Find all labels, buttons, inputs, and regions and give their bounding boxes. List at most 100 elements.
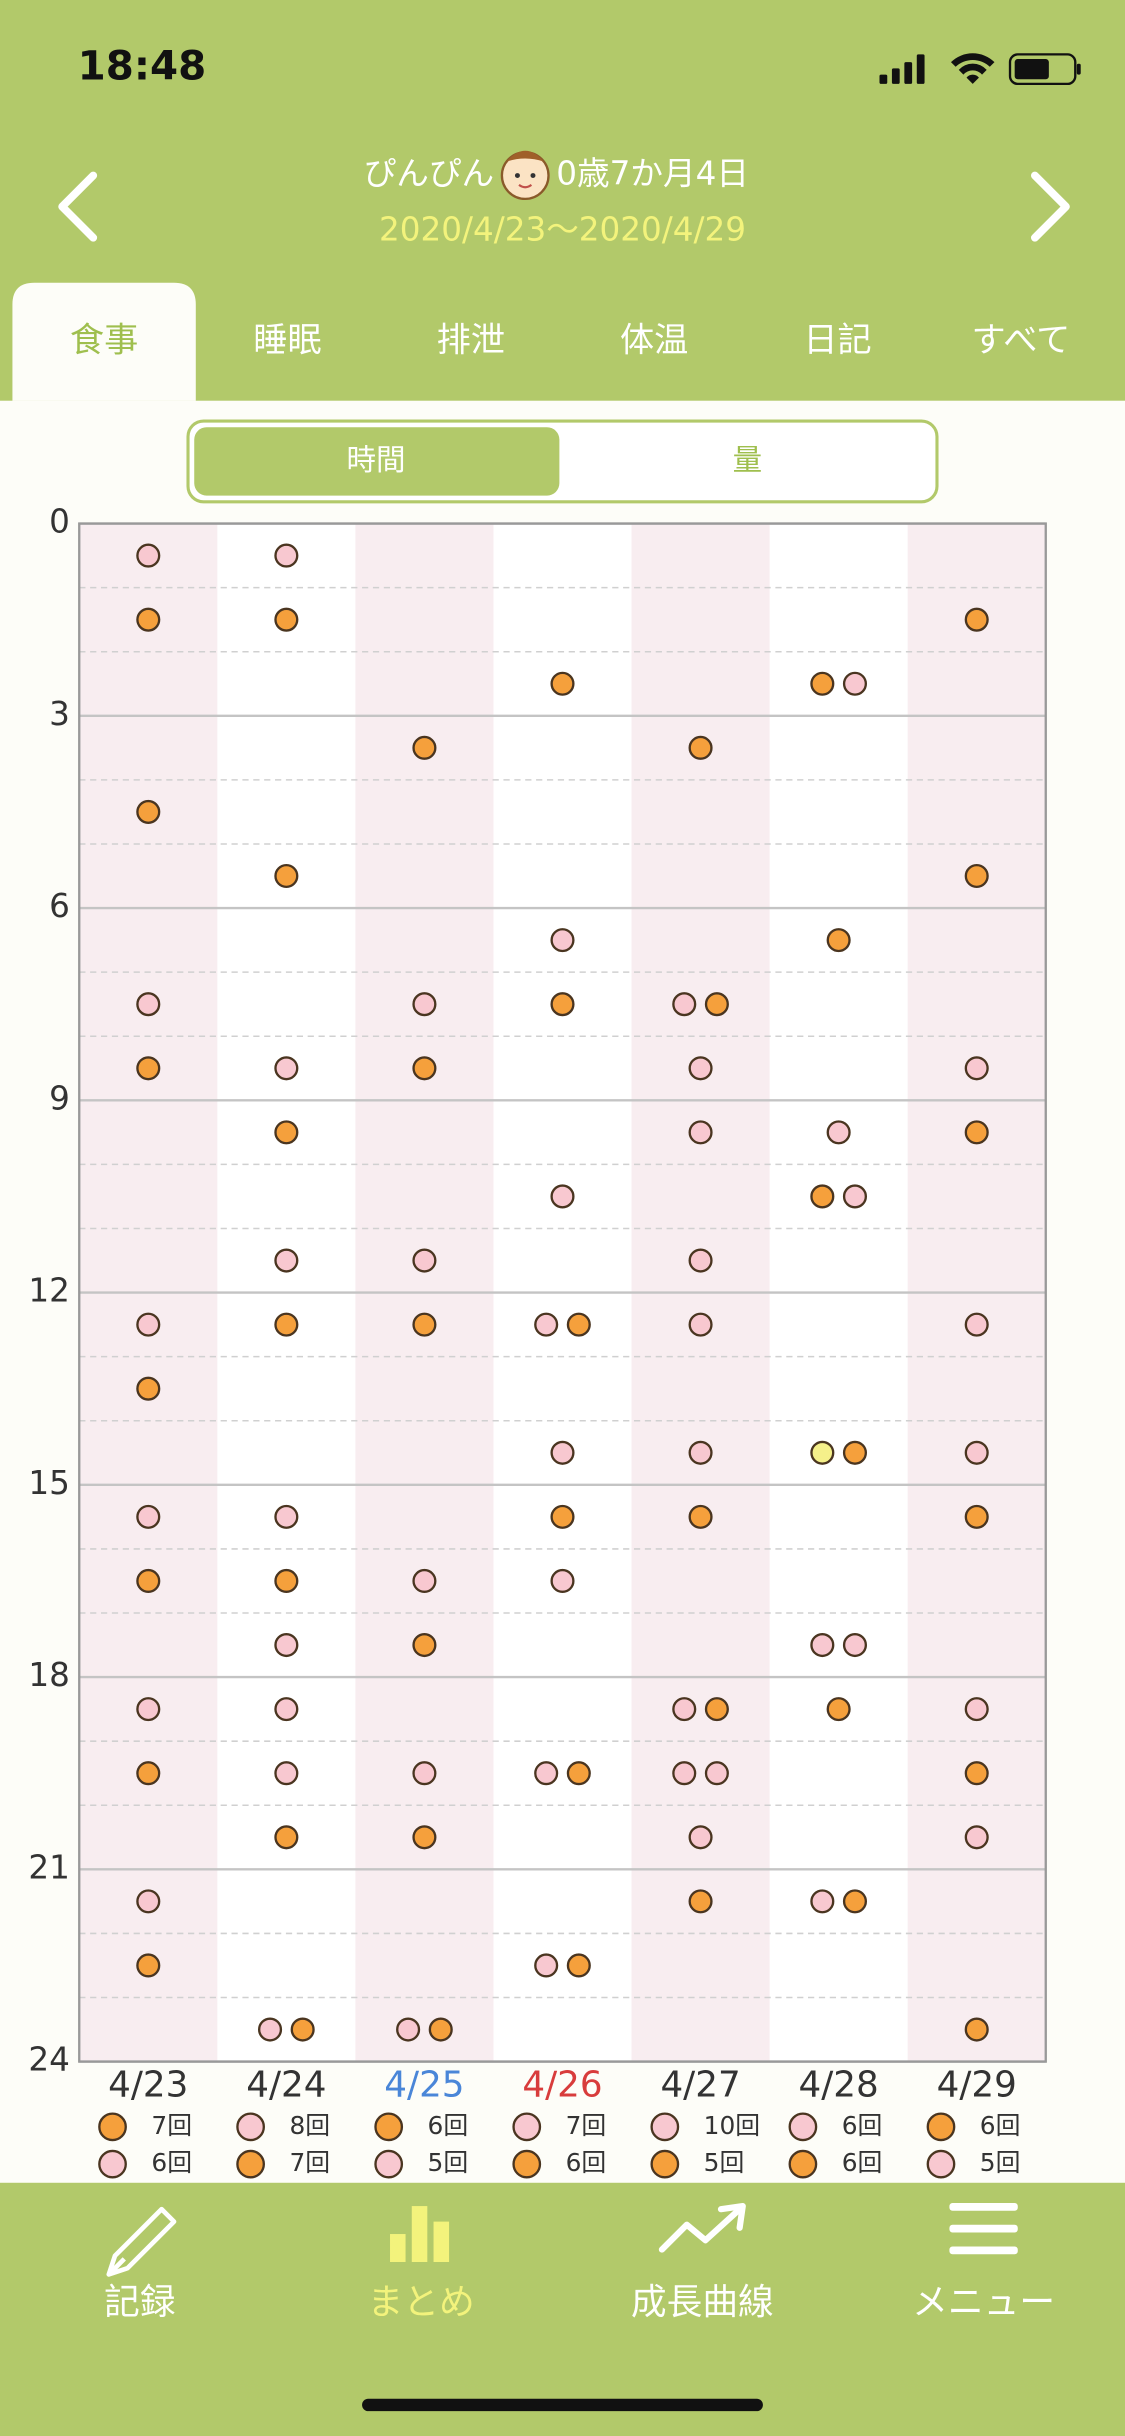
prev-arrow[interactable] xyxy=(58,171,98,242)
y-tick-label: 24 xyxy=(28,2041,70,2079)
feeding-dot xyxy=(688,1825,713,1850)
baby-age: 0歳7か月4日 xyxy=(556,155,749,193)
feeding-dot xyxy=(964,2017,989,2042)
feeding-dot xyxy=(842,1889,868,1914)
summary-dot xyxy=(926,2112,956,2142)
feeding-dot xyxy=(274,543,299,568)
feeding-dot xyxy=(428,2017,453,2042)
summary-dot xyxy=(98,2149,127,2179)
feeding-dot xyxy=(704,992,729,1017)
nav-label[interactable]: メニュー xyxy=(912,2282,1055,2323)
next-arrow[interactable] xyxy=(1030,171,1070,242)
summary-dot xyxy=(236,2112,265,2142)
toggle-selected[interactable] xyxy=(194,427,560,496)
feeding-dot xyxy=(810,1184,835,1209)
baby-icon xyxy=(500,150,550,201)
feeding-dot xyxy=(136,607,161,632)
plot-border xyxy=(78,522,1047,2063)
y-tick-label: 18 xyxy=(28,1656,70,1694)
summary-dot xyxy=(788,2149,818,2179)
feeding-dot xyxy=(688,1248,713,1273)
summary-dot xyxy=(512,2149,542,2179)
feeding-dot xyxy=(412,1568,437,1593)
summary-dot xyxy=(788,2112,818,2142)
icon-growth xyxy=(658,2202,746,2253)
feeding-dot xyxy=(842,671,868,696)
feeding-dot xyxy=(274,1568,299,1593)
nav-label[interactable]: まとめ xyxy=(368,2282,475,2323)
feeding-dot xyxy=(412,1825,437,1850)
feeding-dot xyxy=(810,1889,835,1914)
feeding-dot xyxy=(274,1825,299,1850)
day-label: 4/27 xyxy=(660,2064,740,2105)
feeding-dot xyxy=(964,863,989,889)
feeding-dot xyxy=(136,1761,161,1786)
summary-count: 6回 xyxy=(566,2148,607,2177)
summary-count: 6回 xyxy=(151,2148,192,2177)
feeding-dot xyxy=(688,1889,713,1914)
feeding-dot xyxy=(550,928,575,953)
summary-count: 5回 xyxy=(704,2148,745,2177)
feeding-dot xyxy=(826,1120,851,1145)
feeding-dot xyxy=(274,1120,299,1145)
feeding-dot xyxy=(412,992,437,1017)
summary-count: 5回 xyxy=(428,2148,469,2177)
tab-label[interactable]: 日記 xyxy=(803,320,871,360)
feeding-dot xyxy=(534,1761,559,1786)
feeding-dot xyxy=(842,1632,868,1658)
y-tick-label: 9 xyxy=(49,1079,70,1117)
toggle-option[interactable]: 時間 xyxy=(347,443,406,477)
feeding-dot xyxy=(274,1248,299,1273)
icon-record xyxy=(106,2206,177,2277)
day-label: 4/28 xyxy=(799,2064,879,2105)
feeding-dot xyxy=(964,1120,989,1145)
tab-label[interactable]: 食事 xyxy=(70,320,138,360)
feeding-dot xyxy=(810,671,835,696)
chart: 0 3 6 9 12 15 18 21 24 4/23 7回 6回 4/24 8回 7回 4/25 6回 5回 4/… xyxy=(28,503,1047,2179)
feeding-dot xyxy=(964,607,989,632)
feeding-dot xyxy=(274,607,299,632)
summary-dot xyxy=(374,2149,404,2179)
y-tick-label: 0 xyxy=(49,503,70,541)
day-label: 4/26 xyxy=(522,2064,602,2105)
tab-label[interactable]: 睡眠 xyxy=(253,320,321,360)
status-time: 18:48 xyxy=(78,42,207,89)
tab-label[interactable]: 体温 xyxy=(620,320,688,360)
feeding-dot xyxy=(842,1184,868,1209)
icon-summary xyxy=(390,2206,450,2262)
day-label: 4/29 xyxy=(937,2064,1017,2105)
toggle-option[interactable]: 量 xyxy=(733,443,763,477)
feeding-dot xyxy=(136,543,161,568)
summary-count: 10回 xyxy=(704,2111,760,2140)
feeding-dot xyxy=(412,1632,437,1658)
tab-label[interactable]: すべて xyxy=(972,320,1071,360)
y-tick-label: 15 xyxy=(28,1464,70,1502)
feeding-dot xyxy=(412,1056,437,1081)
feeding-dot xyxy=(274,1761,299,1786)
feeding-dot xyxy=(136,1568,161,1593)
feeding-dot xyxy=(136,1697,161,1722)
feeding-dot xyxy=(688,1504,713,1529)
status-icons xyxy=(879,53,1081,86)
feeding-dot xyxy=(826,1697,851,1722)
feeding-dot xyxy=(964,1761,989,1786)
feeding-dot xyxy=(550,1568,575,1593)
tab-label[interactable]: 排泄 xyxy=(437,320,505,360)
feeding-dot xyxy=(136,1889,161,1914)
feeding-dot xyxy=(136,1953,161,1978)
feeding-dot xyxy=(412,1312,437,1337)
nav-label[interactable]: 記録 xyxy=(104,2282,175,2323)
summary-count: 6回 xyxy=(428,2111,469,2140)
feeding-dot xyxy=(274,1056,299,1081)
summary-count: 6回 xyxy=(842,2148,883,2177)
feeding-dot xyxy=(688,735,713,760)
feeding-dot xyxy=(550,1440,575,1465)
nav-label[interactable]: 成長曲線 xyxy=(631,2282,774,2323)
tab-active-bg[interactable] xyxy=(12,282,196,401)
feeding-dot xyxy=(566,1953,591,1978)
feeding-dot xyxy=(136,1312,161,1337)
feeding-dot xyxy=(136,1056,161,1081)
feeding-dot xyxy=(566,1761,591,1786)
feeding-dot xyxy=(534,1953,559,1978)
y-tick-label: 6 xyxy=(49,887,70,925)
